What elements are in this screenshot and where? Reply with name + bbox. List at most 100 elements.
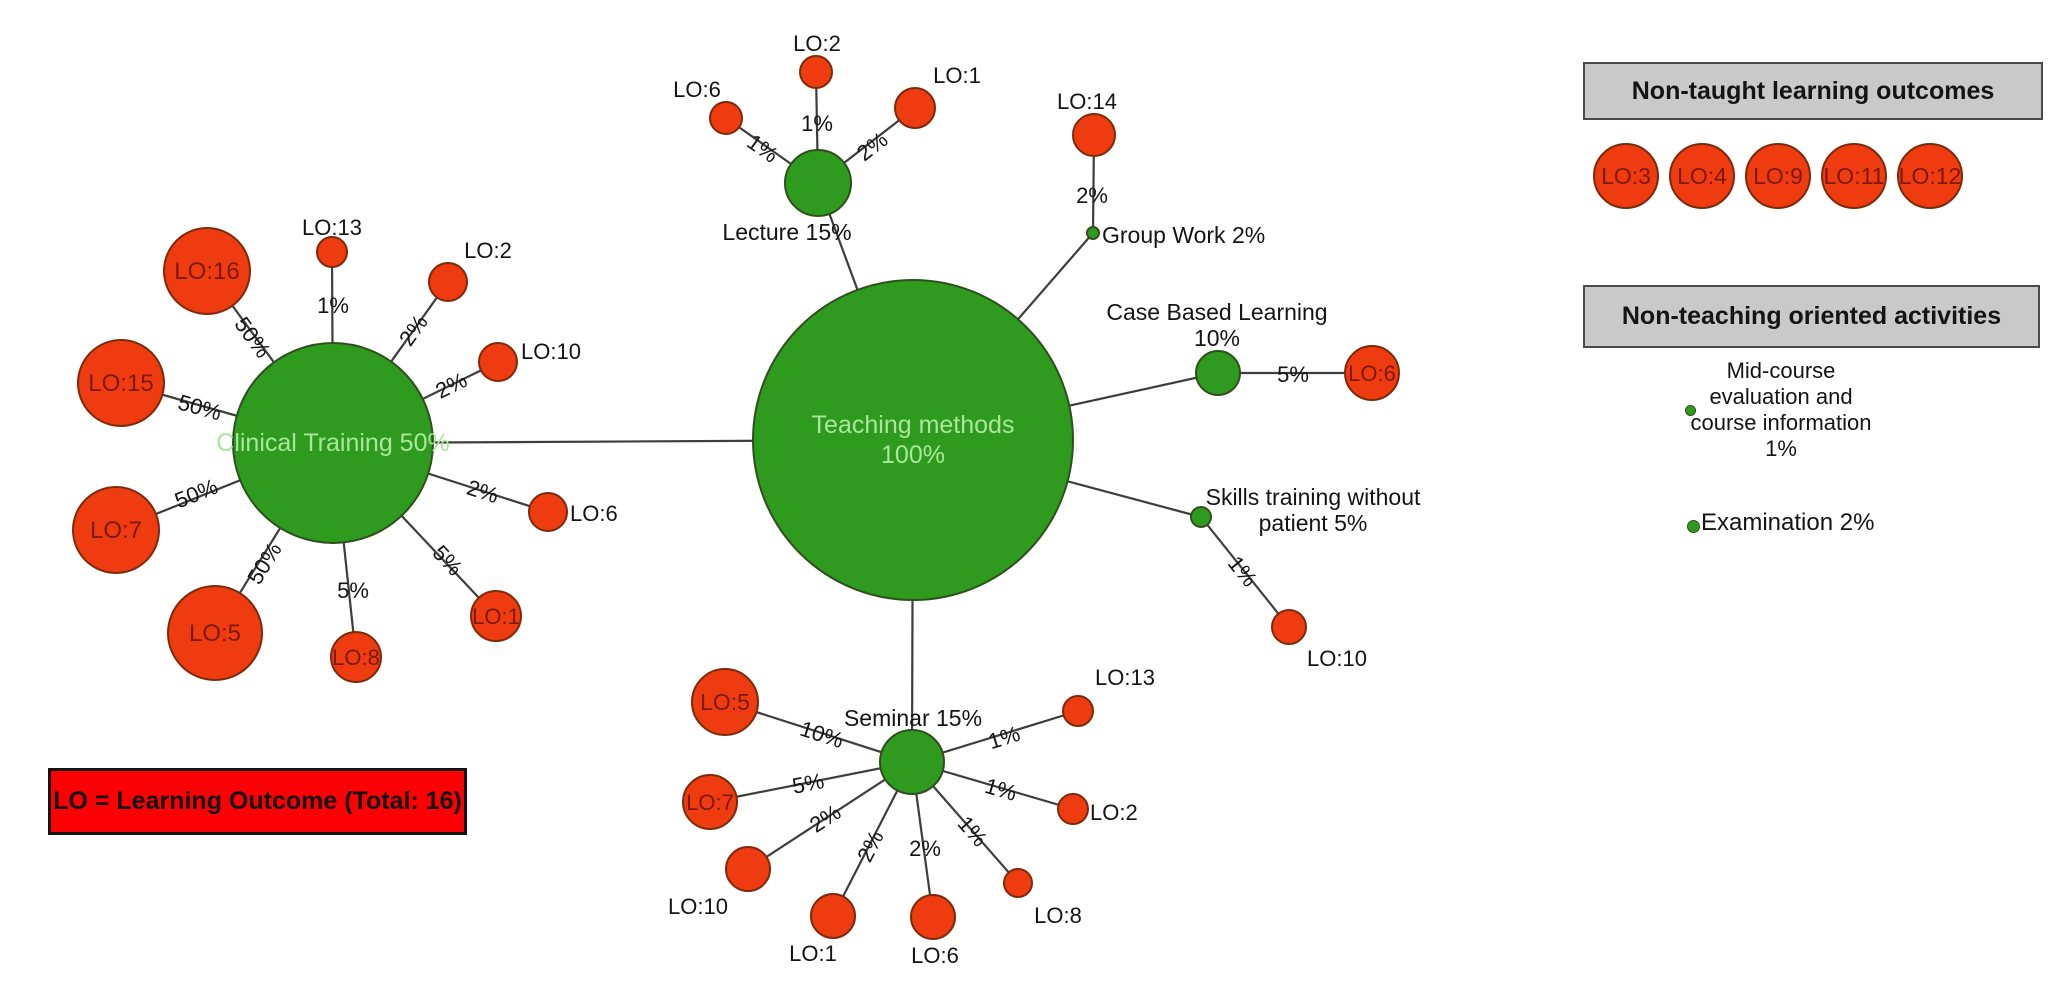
outcome-node-sem-lo6 [910,894,956,940]
method-node-seminar [879,729,945,795]
method-node-lecture [784,149,852,217]
outcome-node-lec-lo6 [709,101,743,135]
edge-label-lecture-lec-lo2: 1% [801,111,833,136]
edge-label-clinical-training-ct-lo8: 5% [337,578,369,603]
method-node-skills-training [1190,506,1212,528]
node-label-lec-lo1: LO:1 [933,63,981,88]
node-label-sem-lo5: LO:5 [700,689,750,715]
node-label-ct-lo16: LO:16 [174,258,239,285]
node-label-seminar: Seminar 15% [844,705,982,731]
node-label-case-based-learning: 10% [1194,325,1240,351]
edge-seminar-sem-lo7 [709,760,913,804]
outcome-node-ct-lo5 [167,585,263,681]
non-taught-outcome-circle: LO:3 [1593,143,1659,209]
outcome-node-sem-lo2 [1057,793,1089,825]
outcome-node-sem-lo1 [810,893,856,939]
non-taught-outcome-circle: LO:9 [1745,143,1811,209]
edge-label-clinical-training-ct-lo13: 1% [317,293,349,318]
non-taught-outcomes-row: LO:3 LO:4 LO:9 LO:11 LO:12 [1593,143,1963,209]
examination-activity-label: Examination 2% [1701,509,1875,536]
edge-label-seminar-sem-lo2: 1% [982,773,1020,806]
edge-label-seminar-sem-lo7: 5% [790,768,826,799]
non-taught-outcomes-header: Non-taught learning outcomes [1583,62,2043,120]
edge-label-clinical-training-ct-lo6: 2% [464,475,502,509]
outcome-node-ct-lo10 [478,342,518,382]
outcome-node-gw-lo14 [1072,113,1116,157]
node-label-sem-lo13: LO:13 [1095,665,1155,690]
edge-label-seminar-sem-lo13: 1% [985,721,1023,754]
outcome-node-cbl-lo6 [1344,345,1400,401]
edge-label-clinical-training-ct-lo1: 5% [428,540,468,580]
node-label-ct-lo1: LO:1 [472,604,520,629]
midcourse-activity-label: Mid-course evaluation and course informa… [1690,358,1872,461]
node-label-cbl-lo6: LO:6 [1348,361,1396,386]
outcome-node-ct-lo7 [72,486,160,574]
node-label-ct-lo5: LO:5 [189,620,241,647]
method-node-teaching-methods [752,279,1074,601]
method-node-case-based-learning [1195,350,1241,396]
non-taught-outcome-circle: LO:11 [1821,143,1887,209]
node-label-ct-lo15: LO:15 [88,370,153,397]
node-label-case-based-learning: Case Based Learning [1106,299,1327,325]
node-label-sem-lo2: LO:2 [1090,800,1138,825]
edge-label-lecture-lec-lo1: 2% [852,127,892,166]
node-label-skills-training: patient 5% [1259,510,1368,536]
outcome-node-ct-lo16 [163,227,251,315]
node-label-ct-lo7: LO:7 [90,517,142,544]
node-label-ct-lo13: LO:13 [302,215,362,240]
node-label-ct-lo10: LO:10 [521,339,581,364]
node-label-lecture: Lecture 15% [722,219,851,245]
edge-label-clinical-training-ct-lo10: 2% [431,367,471,403]
edge-label-seminar-sem-lo10: 2% [805,799,845,837]
method-node-clinical-training [232,342,434,544]
edge-label-seminar-sem-lo6: 2% [909,836,941,861]
outcome-node-ct-lo2 [428,262,468,302]
node-label-lec-lo6: LO:6 [673,77,721,102]
edge-skills-training-st-lo10 [1200,516,1290,628]
edge-label-clinical-training-ct-lo2: 2% [394,310,433,350]
midcourse-green-dot-icon [1685,405,1696,416]
edge-label-clinical-training-ct-lo7: 50% [171,474,221,514]
legend-box: LO = Learning Outcome (Total: 16) [48,768,467,835]
outcome-node-sem-lo8 [1003,868,1033,898]
node-label-sem-lo7: LO:7 [686,790,734,815]
edge-label-clinical-training-ct-lo5: 50% [242,538,286,589]
edge-label-group-work-gw-lo14: 2% [1076,183,1108,208]
node-label-group-work: Group Work 2% [1102,222,1265,248]
outcome-node-ct-lo8 [330,631,382,683]
outcome-node-ct-lo1 [470,590,522,642]
outcome-node-ct-lo13 [316,236,348,268]
node-label-sem-lo1: LO:1 [789,941,837,966]
method-node-group-work [1086,226,1100,240]
node-label-sem-lo8: LO:8 [1034,903,1082,928]
outcome-node-sem-lo5 [691,668,759,736]
node-label-sem-lo10: LO:10 [668,894,728,919]
outcome-node-ct-lo6 [528,492,568,532]
node-label-lec-lo2: LO:2 [793,31,841,56]
node-label-ct-lo6: LO:6 [570,501,618,526]
non-teaching-activities-header: Non-teaching oriented activities [1583,285,2040,348]
outcome-node-ct-lo15 [77,339,165,427]
outcome-node-sem-lo13 [1062,695,1094,727]
outcome-node-sem-lo10 [725,846,771,892]
outcome-node-lec-lo1 [894,87,936,129]
non-taught-outcome-circle: LO:4 [1669,143,1735,209]
node-label-clinical-training: Clinical Training 50% [216,429,449,457]
node-label-teaching-methods: Teaching methods [812,411,1015,439]
outcome-node-st-lo10 [1271,609,1307,645]
edge-label-case-based-learning-cbl-lo6: 5% [1277,362,1309,387]
examination-green-dot-icon [1687,520,1700,533]
node-label-teaching-methods: 100% [881,441,945,469]
edge-label-seminar-sem-lo1: 2% [852,826,889,866]
edge-label-clinical-training-ct-lo15: 50% [175,389,224,425]
node-label-skills-training: Skills training without [1206,484,1421,510]
node-label-sem-lo6: LO:6 [911,943,959,968]
node-label-ct-lo2: LO:2 [464,238,512,263]
edge-label-seminar-sem-lo5: 10% [797,716,847,753]
node-label-gw-lo14: LO:14 [1057,89,1117,114]
node-label-ct-lo8: LO:8 [332,645,380,670]
outcome-node-lec-lo2 [799,55,833,89]
outcome-node-sem-lo7 [682,774,738,830]
